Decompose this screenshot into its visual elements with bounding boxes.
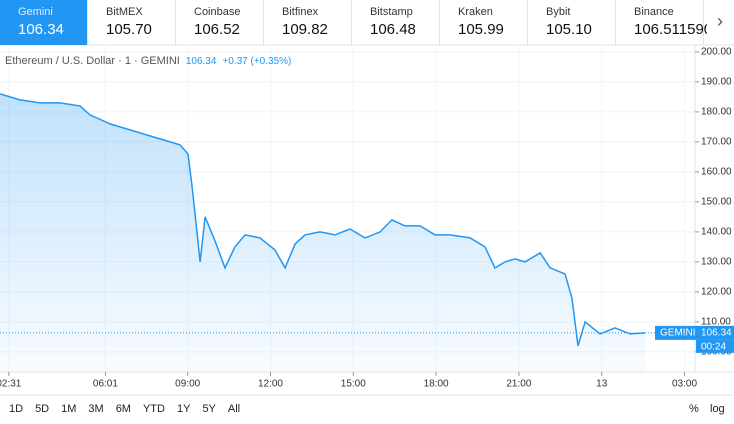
ticker-tab[interactable]: Bybit 105.10 <box>546 0 616 45</box>
range-button[interactable]: 5D <box>35 403 49 415</box>
title-text: Ethereum / U.S. Dollar · 1 · GEMINI <box>5 55 180 67</box>
legend-change: +0.37 (+0.35%) <box>222 56 291 67</box>
range-button[interactable]: 3M <box>88 403 103 415</box>
x-tick-label: 21:00 <box>506 379 531 390</box>
legend-price: 106.34 <box>186 56 217 67</box>
y-tick-label: 160.00 <box>701 167 732 178</box>
ticker-bar <box>0 0 734 45</box>
y-tick-label: 200.00 <box>701 47 732 58</box>
price-tag-exchange: GEMINI <box>660 328 696 339</box>
price-line <box>0 93 646 347</box>
price-tag-bg <box>655 325 734 340</box>
ticker-price: 106.48 <box>370 21 416 38</box>
ticker-name: Bybit <box>546 6 570 18</box>
ticker-tab[interactable]: Coinbase 106.52 <box>194 0 264 45</box>
x-tick-label: 13 <box>596 379 608 390</box>
scale-option[interactable]: log <box>710 403 725 415</box>
y-tick-label: 190.00 <box>701 77 732 88</box>
ticker-price: 106.34 <box>18 21 64 38</box>
ticker-name: Kraken <box>458 6 493 18</box>
ticker-name: BitMEX <box>106 6 143 18</box>
ticker-price: 105.10 <box>546 21 592 38</box>
next-arrow[interactable]: › <box>717 11 723 31</box>
y-tick-label: 140.00 <box>701 227 732 238</box>
ticker-name: Binance <box>634 6 674 18</box>
y-tick-label: 170.00 <box>701 137 732 148</box>
arrow-mask <box>707 0 734 44</box>
range-button[interactable]: 1Y <box>177 403 191 415</box>
ticker-tab[interactable]: Gemini 106.34 <box>0 0 88 45</box>
scale-option[interactable]: % <box>689 403 699 415</box>
ticker-price: 105.99 <box>458 21 504 38</box>
range-button[interactable]: 1M <box>61 403 76 415</box>
chart-title: Ethereum / U.S. Dollar · 1 · GEMINI 106.3… <box>5 55 291 67</box>
y-tick-label: 180.00 <box>701 107 732 118</box>
x-tick-label: 12:00 <box>258 379 283 390</box>
price-tag-value: 106.34 <box>701 328 732 339</box>
y-tick-label: 130.00 <box>701 257 732 268</box>
x-tick-label: 02:31 <box>0 379 22 390</box>
x-tick-label: 15:00 <box>341 379 366 390</box>
y-tick-label: 150.00 <box>701 197 732 208</box>
x-tick-label: 18:00 <box>424 379 449 390</box>
range-button[interactable]: 5Y <box>202 403 216 415</box>
ticker-name: Coinbase <box>194 6 240 18</box>
range-button[interactable]: 6M <box>116 403 131 415</box>
ticker-price: 109.82 <box>282 21 328 38</box>
ticker-tab[interactable]: Kraken 105.99 <box>458 0 528 45</box>
ticker-tab[interactable]: Binance 106.511590 <box>634 0 712 45</box>
ticker-name: Bitstamp <box>370 6 413 18</box>
countdown: 00:24 <box>701 342 726 353</box>
tab-selected-bg <box>0 0 87 45</box>
range-button[interactable]: YTD <box>143 403 165 415</box>
y-tick-label: 120.00 <box>701 287 732 298</box>
ticker-name: Gemini <box>18 6 53 18</box>
range-button[interactable]: All <box>228 403 240 415</box>
ticker-tab[interactable]: Bitfinex 109.82 <box>282 0 352 45</box>
ticker-price: 106.52 <box>194 21 240 38</box>
ticker-price: 105.70 <box>106 21 152 38</box>
x-tick-label: 09:00 <box>175 379 200 390</box>
y-tick-label: 110.00 <box>701 317 731 328</box>
x-tick-label: 03:00 <box>672 379 697 390</box>
range-button[interactable]: 1D <box>9 403 23 415</box>
ticker-price: 106.511590 <box>634 21 712 38</box>
x-tick-label: 06:01 <box>93 379 118 390</box>
ticker-tab[interactable]: Bitstamp 106.48 <box>370 0 440 45</box>
countdown-bg <box>696 339 734 353</box>
ticker-name: Bitfinex <box>282 6 319 18</box>
ticker-tab[interactable]: BitMEX 105.70 <box>106 0 176 45</box>
